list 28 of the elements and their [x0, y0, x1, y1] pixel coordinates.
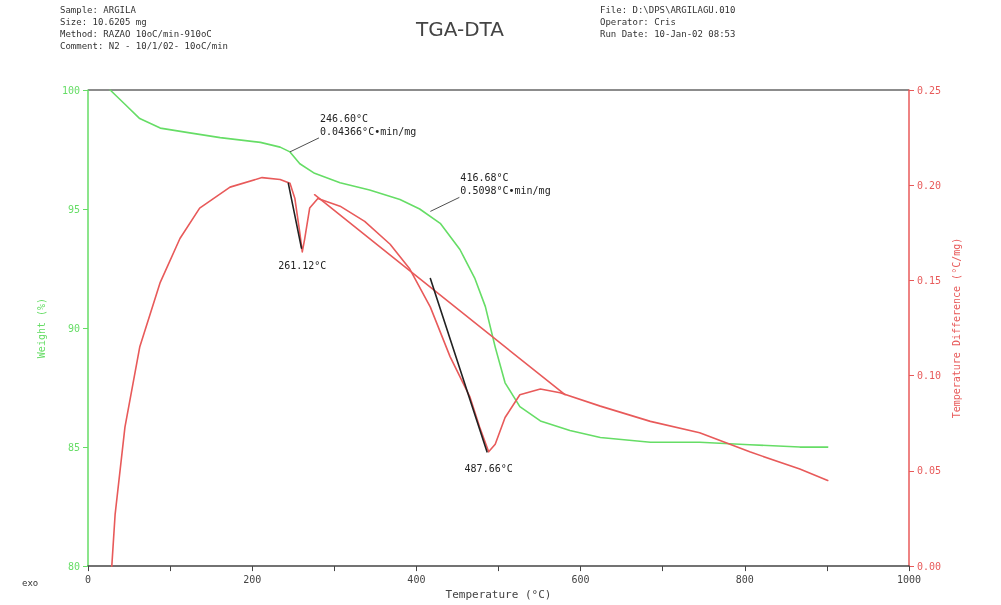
chart-title: TGA-DTA — [415, 17, 505, 41]
annotation: 246.60°C 0.04366°C•min/mg — [319, 112, 417, 137]
y2-tick-label: 0.15 — [917, 274, 942, 286]
annotation: 487.66°C — [464, 462, 513, 474]
y2-axis-title: Temperature Difference (°C/mg) — [951, 237, 963, 419]
y-tick-label: 95 — [67, 203, 80, 215]
text: Sample: ARGILA Size: 10.6205 mg Method: RAZAO 10oC/min-910oC Comment: N2 - 10/1/02- 10oC/min — [60, 5, 228, 51]
annotation: 416.68°C 0.5098°C•min/mg — [460, 172, 551, 197]
x-tick-label: 400 — [407, 573, 426, 585]
annotation: 261.12°C — [278, 260, 327, 272]
y-axis-title: Weight (%) — [35, 297, 47, 359]
y-tick-label: 90 — [67, 322, 80, 334]
y2-tick-label: 0.05 — [917, 465, 942, 477]
text: File: D:\DPS\ARGILAGU.010 Operator: Cris Run Date: 10-Jan-02 08:53 — [600, 5, 736, 39]
y2-tick-label: 0.00 — [917, 560, 942, 572]
y-tick-label: 85 — [67, 441, 80, 453]
text: exo — [22, 578, 39, 588]
x-tick-label: 600 — [571, 573, 590, 585]
y-tick-label: 80 — [67, 560, 80, 572]
x-tick-label: 200 — [243, 573, 262, 585]
x-axis-title: Temperature (°C) — [445, 588, 552, 601]
x-tick-label: 1000 — [896, 573, 922, 585]
x-tick-label: 800 — [735, 573, 754, 585]
y2-tick-label: 0.10 — [917, 370, 942, 382]
y2-tick-label: 0.25 — [917, 84, 942, 96]
x-tick-label: 0 — [84, 573, 92, 585]
y-tick-label: 100 — [61, 84, 80, 96]
y2-tick-label: 0.20 — [917, 179, 942, 191]
